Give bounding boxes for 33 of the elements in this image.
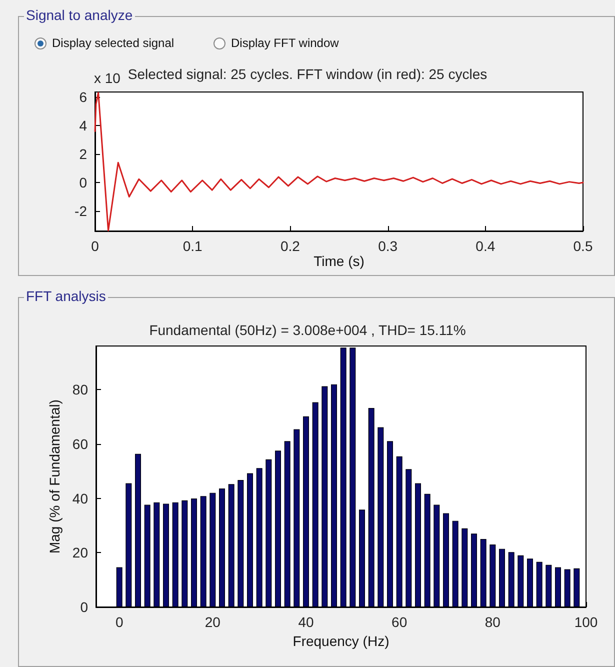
y-tick-label: 0 [79, 174, 88, 191]
y-tick-label: -2 [74, 203, 88, 220]
x-tick-label: 0.4 [476, 238, 496, 254]
x-tick-label: 20 [204, 614, 221, 630]
y-tick-label: 6 [79, 88, 88, 105]
chart-title: Fundamental (50Hz) = 3.008e+004 , THD= 15.11% [149, 322, 466, 338]
y-tick-label: 20 [72, 544, 88, 561]
x-axis-title: Time (s) [314, 252, 364, 269]
x-tick-label: 40 [298, 614, 314, 630]
y-tick-label: 80 [72, 382, 88, 398]
x-tick-label: 0 [91, 238, 100, 254]
y-tick-label: 2 [79, 146, 88, 162]
x-tick-label: 0.5 [573, 238, 593, 254]
line-series [94, 92, 584, 232]
x-tick-label: 0.1 [182, 238, 203, 254]
y-axis-title: Mag (% of Fundamental) [46, 399, 63, 554]
x-axis-title: Frequency (Hz) [292, 632, 390, 649]
y-tick-label: 40 [72, 490, 88, 506]
x-tick-label: 100 [574, 614, 598, 630]
x-tick-label: 60 [392, 614, 408, 630]
x-tick-label: 0.3 [378, 238, 398, 254]
x-tick-label: 80 [484, 614, 501, 630]
x-tick-label: 0.2 [280, 238, 300, 254]
y-tick-label: 60 [72, 436, 88, 452]
chart-title: Selected signal: 25 cycles. FFT window (in red): 25 cycles [128, 66, 488, 82]
text: Signal to analyze [24, 7, 135, 23]
text: FFT analysis [24, 288, 108, 304]
y-tick-label: 4 [79, 118, 88, 134]
text: Display selected signal [52, 36, 174, 50]
y-tick-label: 0 [80, 599, 88, 615]
text: x 10 [94, 70, 120, 86]
x-tick-label: 0 [115, 614, 124, 630]
text: Display FFT window [231, 36, 339, 50]
